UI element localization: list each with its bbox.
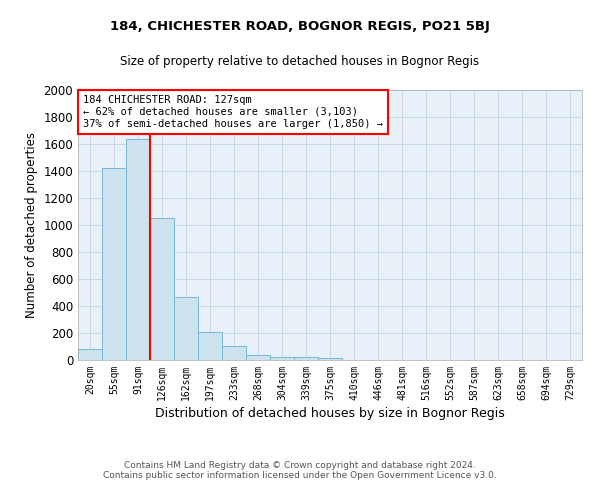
Bar [174, 296, 198, 360]
Bar [318, 358, 342, 360]
Bar [246, 354, 270, 360]
Bar [198, 332, 222, 360]
Bar [294, 358, 318, 360]
Bar [270, 356, 294, 360]
Bar [126, 138, 150, 360]
Bar [150, 218, 174, 360]
Bar [222, 346, 246, 360]
X-axis label: Distribution of detached houses by size in Bognor Regis: Distribution of detached houses by size … [155, 407, 505, 420]
Text: Contains HM Land Registry data © Crown copyright and database right 2024.
Contai: Contains HM Land Registry data © Crown c… [103, 460, 497, 480]
Text: 184, CHICHESTER ROAD, BOGNOR REGIS, PO21 5BJ: 184, CHICHESTER ROAD, BOGNOR REGIS, PO21… [110, 20, 490, 33]
Text: 184 CHICHESTER ROAD: 127sqm
← 62% of detached houses are smaller (3,103)
37% of : 184 CHICHESTER ROAD: 127sqm ← 62% of det… [83, 96, 383, 128]
Y-axis label: Number of detached properties: Number of detached properties [25, 132, 38, 318]
Bar [78, 348, 102, 360]
Bar [102, 168, 126, 360]
Text: Size of property relative to detached houses in Bognor Regis: Size of property relative to detached ho… [121, 55, 479, 68]
